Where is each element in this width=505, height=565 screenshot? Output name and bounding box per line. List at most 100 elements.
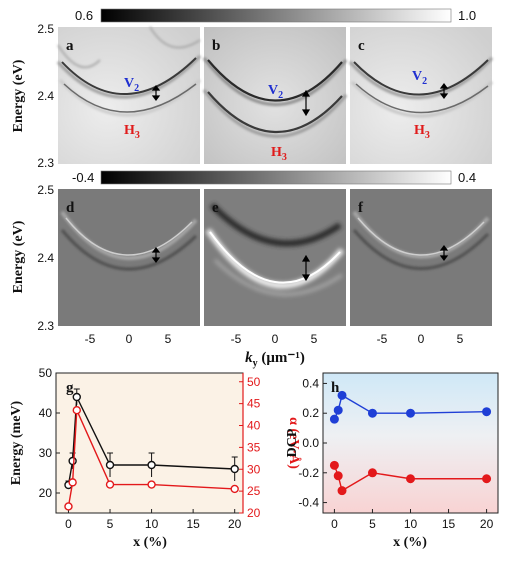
panel-b: b V2 H3 [202,27,348,164]
panel-b-letter: b [212,38,220,54]
panel-d: d [58,189,200,326]
panel-g-xtick-label: 0 [65,517,72,531]
panel-g-point-red [147,480,156,489]
panel-c-map [350,27,492,164]
panel-g-y2tick-label: 35 [247,440,261,454]
panel-d-xtick: 5 [165,332,172,346]
panel-b-band-v2 [207,59,343,102]
panel-h-ytick-label: 0.4 [302,376,319,390]
panel-g-xtick-label: 15 [186,517,200,531]
panel-e: e [204,189,346,326]
panel-f-band [357,217,485,256]
panel-g: g 0 5 10 15 20 20 30 40 50 20 25 30 35 40 45 50 Energy … [9,366,302,550]
panel-e-band [209,231,341,284]
panel-h-point-blue [329,414,339,424]
panel-b-v2-label: V2 [268,83,283,101]
panel-c-band-v2 [353,59,489,96]
panel-h-plot-area [322,372,499,514]
top-ylabel: Energy (eV) [11,59,26,132]
panel-g-series [64,388,239,511]
panel-g-xtick-label: 10 [145,517,159,531]
top-ytick-2.4: 2.4 [37,89,54,103]
panel-g-y2tick-label: 50 [247,375,261,389]
colorbar-middle-gradient [100,170,452,185]
panel-a-h3-label: H3 [124,123,140,141]
panel-c-h3-label: H3 [414,123,430,141]
panel-h-xlabel: x (%) [393,535,427,550]
panel-h-point-red [337,486,347,496]
panel-g-y2tick-label: 20 [247,506,261,520]
panel-g-y2tick-label: 30 [247,462,261,476]
panel-g-ytick-label: 30 [39,446,53,460]
panel-d-letter: d [66,200,75,216]
top-ytick-2.5: 2.5 [37,22,54,36]
panel-a-band-v2 [61,57,197,95]
panel-g-point-red [230,484,239,494]
panel-g-point-red [72,405,81,415]
panel-g-point-black [105,460,115,470]
panel-h-ytick-label: 0.0 [302,436,319,450]
panel-h-letter: h [331,380,340,396]
colorbar-top: 0.6 1.0 [75,8,476,23]
panel-h-ytick-label: -0.4 [298,496,319,510]
panel-g-y2tick-label: 40 [247,419,261,433]
panel-h-xtick-label: 20 [480,517,494,531]
colorbar-middle: -0.4 0.4 [72,170,476,185]
panel-g-point-black [72,392,81,402]
panel-g-ytick-label: 50 [39,366,53,380]
panel-f-splitting-arrow [439,245,449,261]
panel-g-y2label: α (eV·Å) [286,417,302,469]
middle-ytick-2.3: 2.3 [37,319,54,333]
panel-g-xtick-label: 20 [228,517,242,531]
panel-e-xtick: 0 [272,332,279,346]
panel-h-point-red [329,460,339,470]
panel-f-xtick: 0 [418,332,425,346]
middle-xlabel: ky (μm⁻¹) [245,350,305,369]
panel-c-v2-label: V2 [412,69,427,87]
panel-g-y2tick-label: 45 [247,397,261,411]
panel-g-y2tick-label: 25 [247,484,261,498]
panel-a-v2-label: V2 [124,76,139,94]
panel-h-series [329,390,492,496]
panel-d-band [65,217,193,256]
colorbar-top-gradient [100,8,452,23]
panel-c-splitting-arrow [439,83,449,99]
panel-a-letter: a [66,38,74,54]
panel-g-plot-area [55,372,244,514]
panel-a-band-h3 [63,83,197,113]
panel-e-xtick: 5 [311,332,318,346]
panel-b-h3-label: H3 [271,145,287,163]
panel-f-xtick: -5 [377,332,388,346]
top-panels: Energy (eV) 2.5 2.4 2.3 a V2 H3 [11,22,494,170]
panel-h-point-blue [482,407,492,417]
panel-h-point-blue [337,390,347,400]
panel-g-ytick-label: 20 [39,486,53,500]
panel-g-axes: 0 5 10 15 20 20 30 40 50 20 25 30 35 40 45 50 [39,366,261,531]
panel-c-letter: c [358,38,365,54]
panel-g-point-black [68,456,77,466]
panel-g-ytick-label: 40 [39,406,53,420]
panel-h-ytick-label: -0.2 [298,466,319,480]
panel-h-xtick-label: 5 [369,517,376,531]
panel-g-point-black [147,460,156,470]
panel-g-xtick-label: 5 [107,517,114,531]
panel-c-band-h3 [355,83,489,114]
panel-a-splitting-arrow [151,85,161,101]
panel-h-point-blue [406,408,415,418]
panel-h-xtick-label: 15 [442,517,456,531]
panel-d-splitting-arrow [151,247,161,263]
panel-f-letter: f [358,200,364,216]
colorbar-top-max-label: 1.0 [458,8,476,23]
panel-g-ylabel: Energy (meV) [9,400,24,485]
panel-c: c V2 H3 [348,27,494,164]
panel-h-point-red [367,468,377,478]
panel-h: h 0 5 10 15 20 0.4 0.2 0.0 -0.2 -0.4 DCP x (%) [285,372,499,550]
panel-h-point-blue [367,408,377,418]
panel-h-axes: 0 5 10 15 20 0.4 0.2 0.0 -0.2 -0.4 [298,376,493,531]
panel-g-point-red [64,502,73,511]
panel-h-xtick-label: 0 [331,517,338,531]
panel-h-xtick-label: 10 [404,517,418,531]
panel-g-xlabel: x (%) [133,535,167,550]
panel-g-point-black [230,464,239,474]
